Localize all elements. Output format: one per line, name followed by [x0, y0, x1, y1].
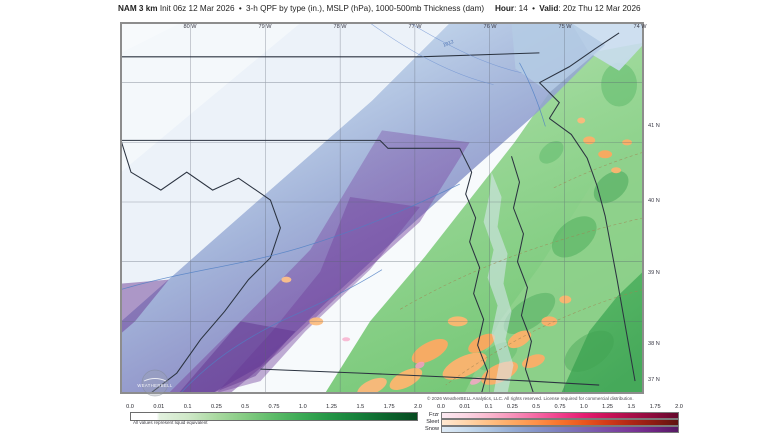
model-name: NAM 3 km	[118, 4, 158, 13]
figure-header: NAM 3 km Init 06z 12 Mar 2026 • 3-h QPF …	[0, 0, 768, 20]
ptype-tick: 1.25	[602, 404, 614, 410]
lat-label: 40 N	[648, 198, 660, 204]
frzr-label: Frzr	[429, 412, 439, 418]
lat-label: 37 N	[648, 377, 660, 383]
ptype-tick: 0.1	[484, 404, 493, 410]
lat-label: 38 N	[648, 341, 660, 347]
frzr-shading	[342, 337, 482, 385]
sleet-label: Sleet	[426, 419, 439, 425]
header-bullet-1: •	[238, 4, 242, 13]
rain-tick: 0.25	[210, 404, 222, 410]
rain-tick: 0.5	[241, 404, 250, 410]
header-right-text: Hour: 14 • Valid: 20z Thu 12 Mar 2026	[495, 4, 641, 13]
header-left-text: NAM 3 km Init 06z 12 Mar 2026 • 3-h QPF …	[118, 4, 484, 13]
lon-label: 78 W	[333, 24, 347, 30]
rain-colorbar-gradient	[130, 412, 418, 421]
liquid-equivalent-note: All values represent liquid equivalent	[133, 420, 208, 425]
isobar-label: 1012	[442, 39, 455, 49]
header-bullet-2: •	[532, 4, 535, 13]
forecast-map[interactable]: 1012	[120, 22, 644, 394]
ptype-tick: 0.5	[532, 404, 541, 410]
lat-label: 41 N	[648, 123, 660, 129]
lat-label: 39 N	[648, 270, 660, 276]
thickness-contours	[399, 152, 643, 386]
copyright-notice: © 2026 WeatherBELL Analytics, LLC. All r…	[427, 396, 634, 401]
frzr-colorbar[interactable]	[441, 412, 679, 419]
water-bodies	[483, 172, 514, 393]
rain-tick: 1.0	[298, 404, 307, 410]
ptype-tick: 1.5	[627, 404, 636, 410]
ptype-colorbar-ticks: 0.0 0.01 0.1 0.25 0.5 0.75 1.0 1.25 1.5 …	[437, 404, 683, 411]
lon-label: 74 W	[633, 24, 647, 30]
snow-label: Snow	[425, 426, 439, 432]
rivers	[121, 62, 546, 393]
rain-tick: 2.0	[414, 404, 422, 410]
mslp-isobars	[369, 23, 522, 85]
lon-label: 80 W	[183, 24, 197, 30]
ptype-tick: 0.25	[506, 404, 518, 410]
ptype-colorbars[interactable]	[441, 404, 679, 433]
sleet-colorbar[interactable]	[441, 419, 679, 426]
lon-label: 76 W	[483, 24, 497, 30]
lon-label: 75 W	[558, 24, 572, 30]
ptype-tick: 0.0	[437, 404, 445, 410]
hour-value: 14	[518, 4, 528, 13]
ptype-tick: 0.75	[554, 404, 566, 410]
rain-tick: 0.0	[126, 404, 134, 410]
model-init: Init 06z 12 Mar 2026	[159, 4, 235, 13]
ptype-tick: 0.01	[459, 404, 471, 410]
watermark-text: WEATHERBELL	[137, 383, 173, 388]
rain-tick: 0.1	[183, 404, 192, 410]
lon-label: 77 W	[408, 24, 422, 30]
rain-tick: 0.75	[268, 404, 280, 410]
hour-label: Hour	[495, 4, 515, 13]
rain-colorbar[interactable]	[130, 412, 418, 421]
rain-tick: 0.01	[153, 404, 165, 410]
county-boundaries	[121, 23, 643, 393]
rain-tick: 1.75	[383, 404, 395, 410]
ptype-tick: 1.0	[579, 404, 588, 410]
ptype-tick: 1.75	[649, 404, 661, 410]
rain-tick: 1.5	[356, 404, 365, 410]
state-boundaries	[121, 32, 636, 393]
map-canvas: 1012	[121, 23, 643, 393]
valid-label: Valid	[539, 4, 559, 13]
weatherbell-watermark: WEATHERBELL	[137, 369, 173, 397]
rain-colorbar-ticks: 0.0 0.01 0.1 0.25 0.5 0.75 1.0 1.25 1.5 …	[126, 404, 422, 412]
ptype-tick: 2.0	[675, 404, 683, 410]
field-description: 3-h QPF by type (in.), MSLP (hPa), 1000-…	[245, 4, 485, 13]
rain-tick: 1.25	[326, 404, 338, 410]
lon-label: 79 W	[258, 24, 272, 30]
valid-value: 20z Thu 12 Mar 2026	[562, 4, 641, 13]
